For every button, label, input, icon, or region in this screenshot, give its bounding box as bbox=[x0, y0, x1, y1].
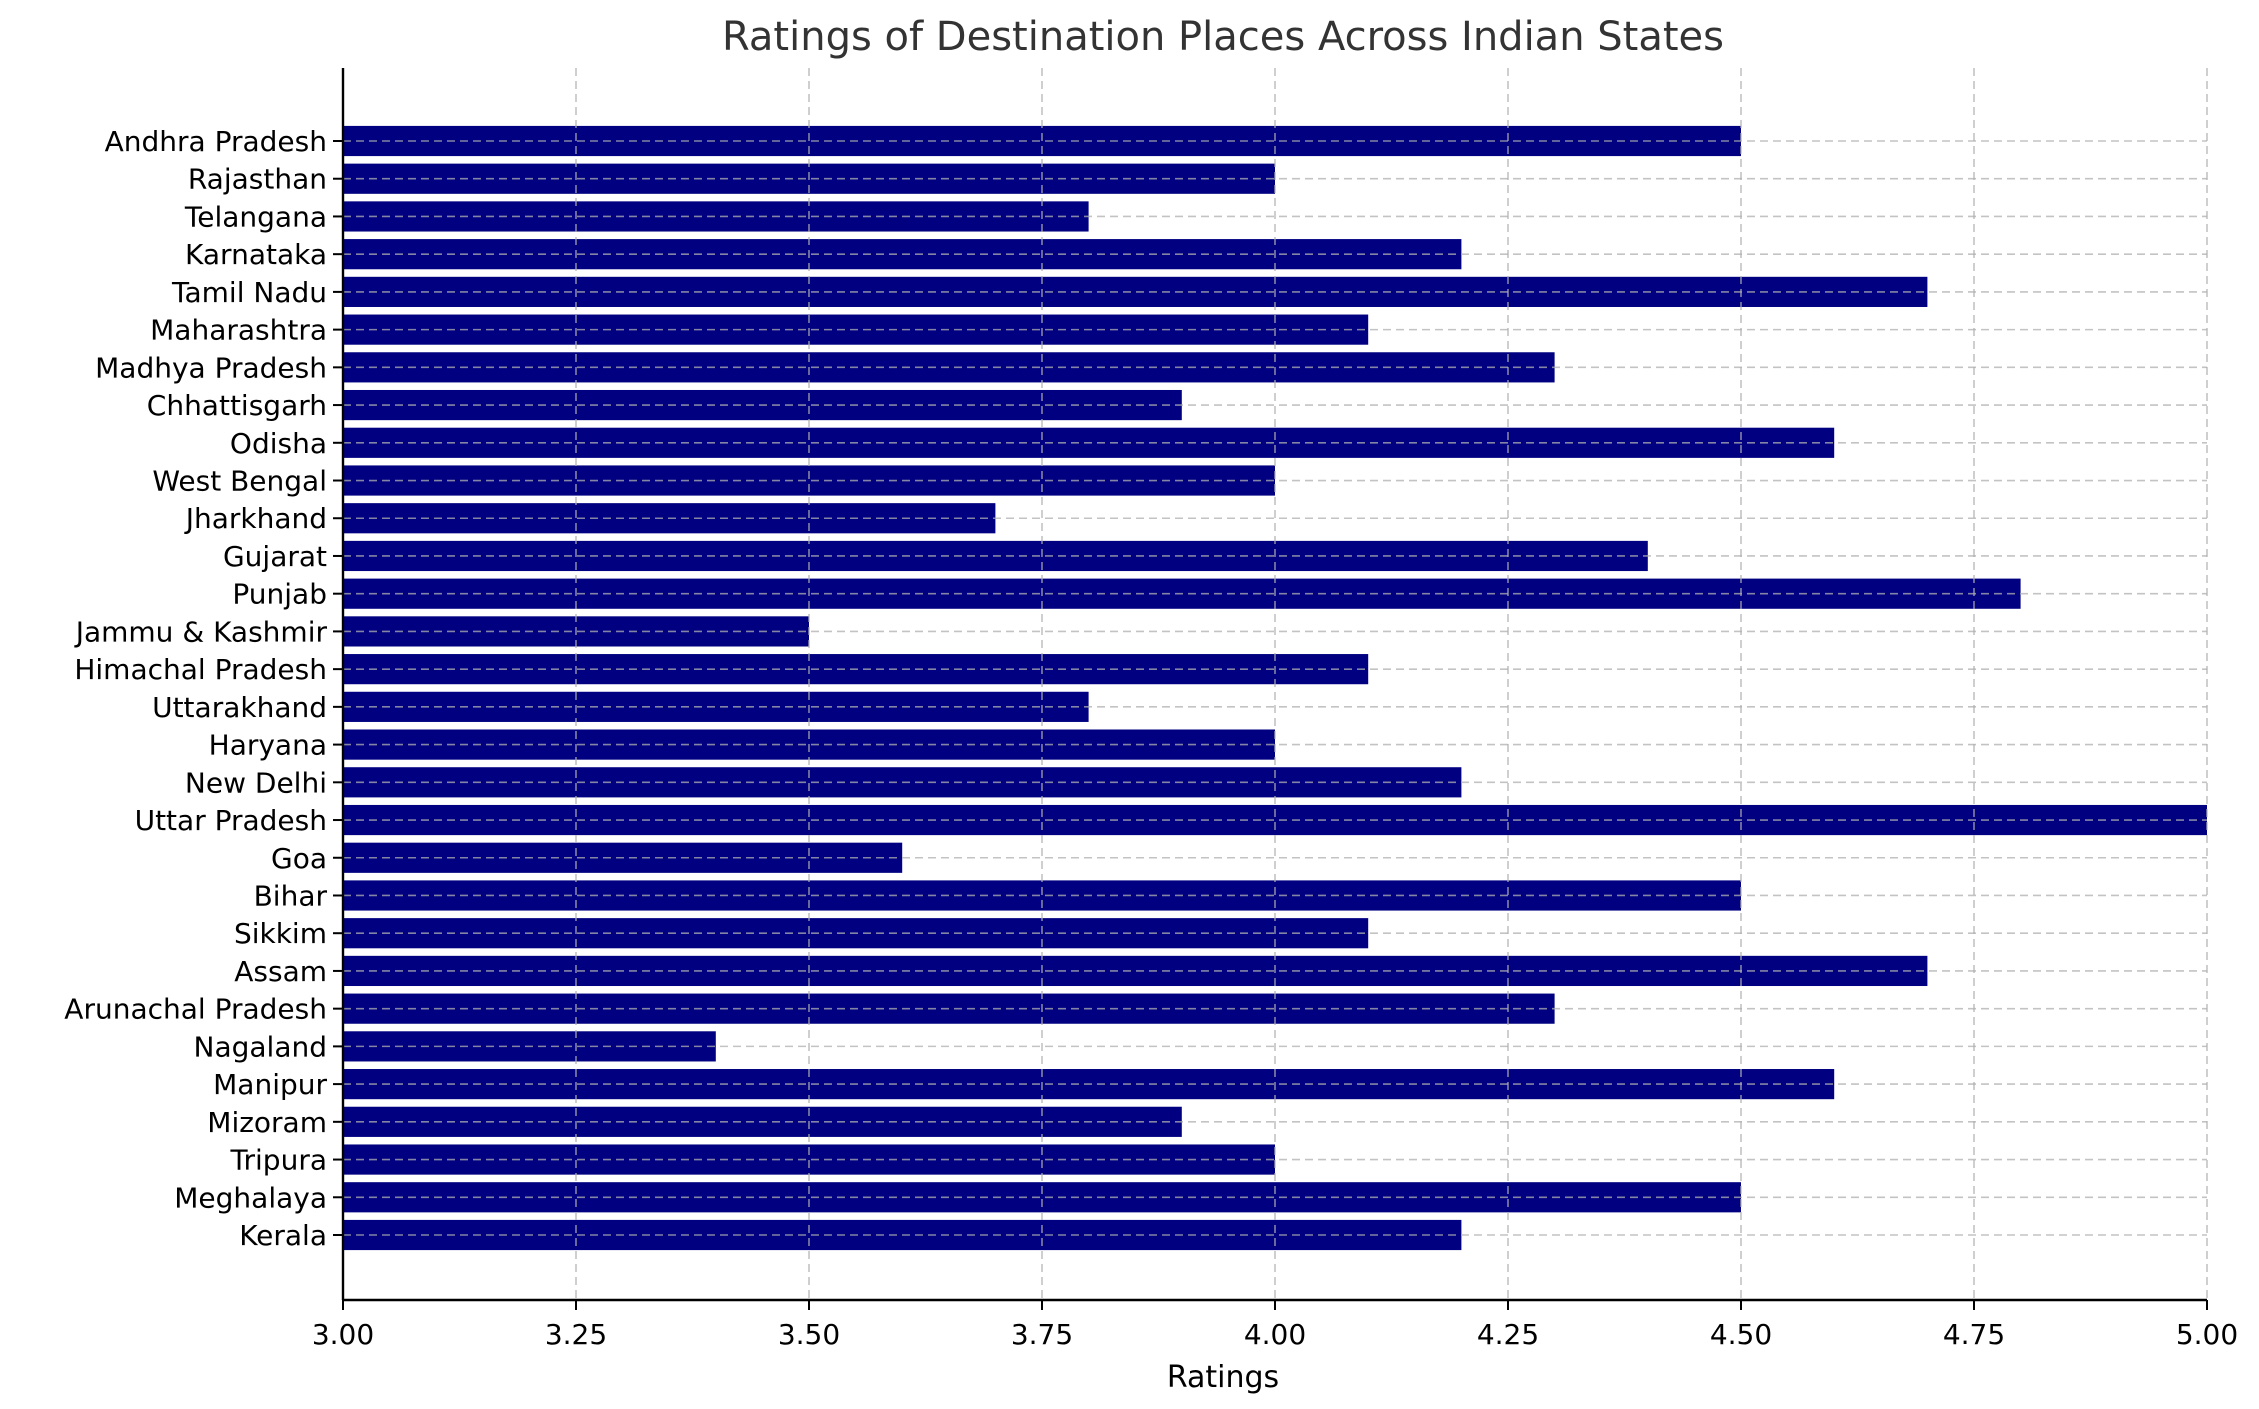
x-tick-label: 4.75 bbox=[1943, 1318, 2005, 1351]
y-tick-label: Kerala bbox=[239, 1219, 327, 1252]
y-tick-label: Uttar Pradesh bbox=[135, 804, 327, 837]
x-axis-label: Ratings bbox=[1167, 1360, 1279, 1395]
y-tick-label: Sikkim bbox=[234, 917, 327, 950]
chart-title: Ratings of Destination Places Across Ind… bbox=[722, 14, 1724, 60]
x-tick-label: 3.25 bbox=[545, 1318, 607, 1351]
y-tick-label: Tripura bbox=[230, 1144, 327, 1177]
y-tick-label: Gujarat bbox=[223, 540, 327, 573]
x-tick-label: 3.75 bbox=[1011, 1318, 1073, 1351]
x-tick-label: 4.00 bbox=[1244, 1318, 1306, 1351]
y-tick-label: Andhra Pradesh bbox=[105, 125, 327, 158]
y-tick-label: Nagaland bbox=[194, 1030, 328, 1063]
y-tick-label: Goa bbox=[271, 842, 327, 875]
y-tick-label: Karnataka bbox=[185, 238, 327, 271]
x-tick-label: 4.25 bbox=[1477, 1318, 1539, 1351]
x-tick-label: 5.00 bbox=[2176, 1318, 2238, 1351]
y-tick-label: Assam bbox=[234, 955, 327, 988]
x-tick-label: 3.50 bbox=[778, 1318, 840, 1351]
y-tick-label: Meghalaya bbox=[174, 1181, 327, 1214]
y-tick-label: Odisha bbox=[230, 427, 327, 460]
y-tick-label: Maharashtra bbox=[150, 314, 327, 347]
x-tick-label: 3.00 bbox=[312, 1318, 374, 1351]
axes: 3.00 3.25 3.50 3.75 4.00 4.25 4.50 4.75 5.00 Andh… bbox=[64, 68, 2238, 1351]
x-tick-label: 4.50 bbox=[1710, 1318, 1772, 1351]
y-tick-label: Madhya Pradesh bbox=[95, 351, 327, 384]
y-tick-label: Punjab bbox=[232, 578, 327, 611]
y-tick-label: Haryana bbox=[209, 729, 327, 762]
y-tick-label: Jharkhand bbox=[184, 502, 327, 535]
y-tick-label: Bihar bbox=[254, 879, 328, 912]
y-tick-label: Himachal Pradesh bbox=[74, 653, 327, 686]
y-tick-label: Arunachal Pradesh bbox=[64, 993, 327, 1026]
y-tick-label: Chhattisgarh bbox=[147, 389, 327, 422]
y-tick-label: Mizoram bbox=[207, 1106, 327, 1139]
y-tick-label: New Delhi bbox=[185, 766, 327, 799]
y-tick-label: Telangana bbox=[184, 200, 327, 233]
y-tick-label: Uttarakhand bbox=[152, 691, 327, 724]
y-tick-label: Jammu & Kashmir bbox=[74, 615, 328, 648]
y-tick-label: Manipur bbox=[213, 1068, 327, 1101]
y-tick-label: Tamil Nadu bbox=[171, 276, 327, 309]
grid-overlay bbox=[343, 68, 2208, 1300]
y-tick-label: West Bengal bbox=[152, 465, 327, 498]
y-tick-label: Rajasthan bbox=[188, 163, 327, 196]
